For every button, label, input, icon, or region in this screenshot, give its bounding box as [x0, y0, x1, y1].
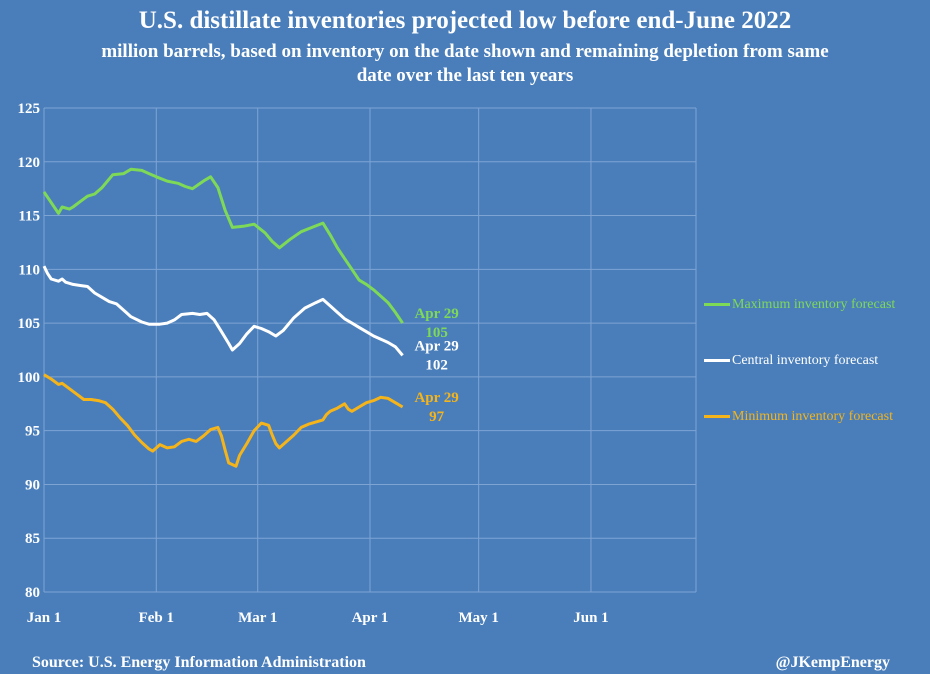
end-label-value: 105 — [425, 325, 448, 341]
y-axis-ticks: 80 85 90 95 100 105 110 115 120 125 — [18, 101, 41, 601]
series-lines — [42, 167, 404, 468]
end-label-date: Apr 29 — [414, 306, 458, 322]
chart-subtitle: million barrels, based on inventory on t… — [101, 41, 829, 86]
legend-label: Minimum inventory forecast — [732, 409, 893, 424]
legend-label: Maximum inventory forecast — [732, 297, 896, 312]
grid-lines — [43, 107, 697, 593]
end-label-date: Apr 29 — [414, 338, 458, 354]
y-tick-label: 95 — [25, 424, 40, 440]
series-line-1 — [42, 167, 404, 324]
end-label-value: 97 — [429, 409, 445, 425]
x-tick-label: Feb 1 — [139, 610, 174, 626]
x-axis-ticks: Jan 1 Feb 1 Mar 1 Apr 1 May 1 Jun 1 — [27, 610, 609, 626]
legend-swatch — [704, 359, 730, 362]
x-tick-label: May 1 — [458, 610, 498, 626]
y-tick-label: 125 — [18, 101, 41, 117]
end-label-value: 102 — [425, 357, 448, 373]
x-tick-label: Mar 1 — [238, 610, 277, 626]
chart-title: U.S. distillate inventories projected lo… — [138, 7, 792, 34]
y-tick-label: 100 — [18, 370, 41, 386]
legend-label: Central inventory forecast — [732, 353, 879, 368]
y-tick-label: 115 — [18, 209, 40, 225]
x-tick-label: Jun 1 — [573, 610, 608, 626]
legend-swatch — [704, 415, 730, 418]
series-line-2 — [42, 265, 404, 357]
end-label-date: Apr 29 — [414, 390, 458, 406]
legend-swatch — [704, 303, 730, 306]
y-tick-label: 90 — [25, 477, 40, 493]
x-tick-label: Apr 1 — [352, 610, 389, 626]
y-tick-label: 120 — [18, 155, 41, 171]
series-line-3 — [43, 373, 404, 468]
x-tick-label: Jan 1 — [27, 610, 62, 626]
author-credit: @JKempEnergy — [775, 654, 890, 671]
y-tick-label: 80 — [25, 585, 40, 601]
source-note: Source: U.S. Energy Information Administ… — [32, 654, 366, 671]
y-tick-label: 105 — [18, 316, 41, 332]
y-tick-label: 85 — [25, 531, 40, 547]
y-tick-label: 110 — [18, 262, 40, 278]
